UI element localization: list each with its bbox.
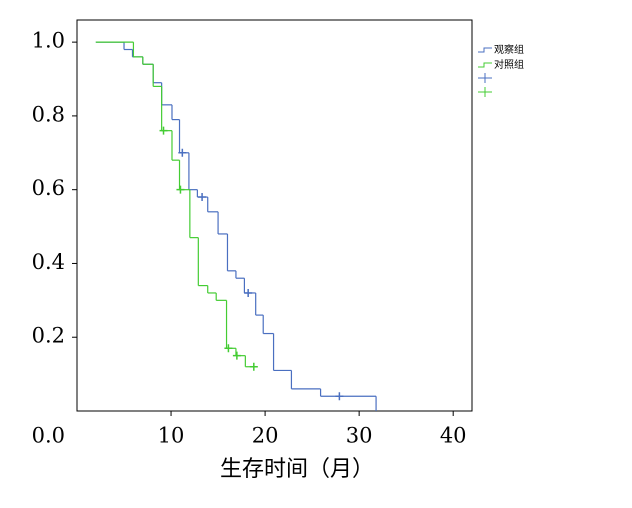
x-tick-label: 40 bbox=[440, 424, 467, 448]
y-tick-label: 0.8 bbox=[32, 102, 65, 126]
legend-censor bbox=[478, 73, 492, 83]
legend: 观察组 对照组 bbox=[478, 43, 524, 97]
legend-label: 观察组 bbox=[494, 43, 524, 56]
y-tick-label: 1.0 bbox=[32, 29, 65, 53]
legend-swatch bbox=[478, 62, 492, 68]
legend-censor bbox=[478, 87, 492, 97]
censor-mark bbox=[244, 288, 253, 297]
censor-mark bbox=[224, 344, 233, 353]
censor-mark bbox=[335, 392, 344, 401]
y-tick-label: 0.4 bbox=[32, 250, 65, 274]
censor-mark bbox=[176, 185, 185, 194]
censor-mark bbox=[249, 362, 258, 371]
x-tick-label: 10 bbox=[158, 424, 185, 448]
x-axis-label: 生存时间（月） bbox=[220, 457, 374, 482]
censor-mark bbox=[159, 126, 168, 135]
x-tick-label: 30 bbox=[346, 424, 373, 448]
y-tick-label: 0.2 bbox=[32, 324, 65, 348]
y-tick-label: 0.6 bbox=[32, 176, 65, 200]
censor-mark bbox=[178, 148, 187, 157]
censor-mark bbox=[198, 193, 207, 202]
censor-mark bbox=[232, 351, 241, 360]
legend-label: 对照组 bbox=[494, 58, 524, 71]
y-tick-label: 0.0 bbox=[32, 424, 65, 448]
plot-frame bbox=[76, 19, 473, 412]
legend-swatch bbox=[478, 47, 492, 53]
x-tick-label: 20 bbox=[252, 424, 279, 448]
